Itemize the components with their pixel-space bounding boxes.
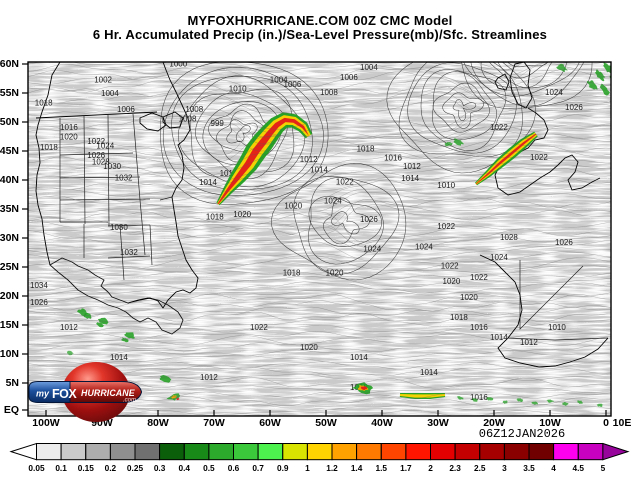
svg-text:EQ: EQ bbox=[4, 404, 19, 416]
svg-text:30W: 30W bbox=[427, 417, 449, 429]
svg-text:0.1: 0.1 bbox=[55, 463, 67, 473]
svg-text:my: my bbox=[36, 389, 50, 399]
svg-text:1018: 1018 bbox=[357, 145, 375, 154]
svg-text:100W: 100W bbox=[32, 417, 60, 429]
svg-text:1024: 1024 bbox=[545, 88, 563, 97]
svg-text:0.15: 0.15 bbox=[78, 463, 95, 473]
svg-text:1034: 1034 bbox=[30, 281, 48, 290]
svg-text:80W: 80W bbox=[147, 417, 169, 429]
svg-text:1018: 1018 bbox=[283, 269, 301, 278]
svg-text:35N: 35N bbox=[0, 203, 19, 215]
svg-text:1.7: 1.7 bbox=[400, 463, 412, 473]
svg-text:1022: 1022 bbox=[336, 177, 354, 186]
svg-text:0.05: 0.05 bbox=[28, 463, 45, 473]
svg-text:30N: 30N bbox=[0, 232, 19, 244]
svg-text:1020: 1020 bbox=[60, 133, 78, 142]
svg-text:1.2: 1.2 bbox=[326, 463, 338, 473]
svg-text:1032: 1032 bbox=[115, 174, 133, 183]
svg-text:1014: 1014 bbox=[110, 353, 128, 362]
svg-text:5N: 5N bbox=[6, 377, 19, 389]
svg-text:0: 0 bbox=[603, 417, 609, 429]
svg-text:1016: 1016 bbox=[470, 323, 488, 332]
svg-text:1018: 1018 bbox=[450, 313, 468, 322]
svg-text:20N: 20N bbox=[0, 290, 19, 302]
svg-text:4: 4 bbox=[551, 463, 556, 473]
svg-text:1016: 1016 bbox=[384, 153, 402, 162]
svg-text:4.5: 4.5 bbox=[573, 463, 585, 473]
svg-text:HURRICANE: HURRICANE bbox=[81, 388, 136, 398]
svg-text:0.25: 0.25 bbox=[127, 463, 144, 473]
svg-text:60N: 60N bbox=[0, 58, 19, 70]
svg-text:1018: 1018 bbox=[206, 212, 224, 221]
svg-text:06Z12JAN2026: 06Z12JAN2026 bbox=[479, 427, 565, 441]
svg-text:50W: 50W bbox=[315, 417, 337, 429]
svg-text:1020: 1020 bbox=[443, 277, 461, 286]
svg-text:55N: 55N bbox=[0, 87, 19, 99]
svg-text:1012: 1012 bbox=[60, 323, 78, 332]
svg-text:40W: 40W bbox=[371, 417, 393, 429]
svg-text:0.6: 0.6 bbox=[228, 463, 240, 473]
svg-text:0.7: 0.7 bbox=[252, 463, 264, 473]
svg-text:.com: .com bbox=[123, 398, 136, 404]
svg-text:1014: 1014 bbox=[310, 165, 328, 174]
svg-text:1022: 1022 bbox=[437, 222, 455, 231]
svg-text:5: 5 bbox=[601, 463, 606, 473]
svg-text:1024: 1024 bbox=[415, 243, 433, 252]
svg-text:1022: 1022 bbox=[441, 262, 459, 271]
svg-text:1002: 1002 bbox=[94, 76, 112, 85]
svg-text:2: 2 bbox=[428, 463, 433, 473]
svg-text:1014: 1014 bbox=[350, 353, 368, 362]
svg-text:10E: 10E bbox=[613, 417, 632, 429]
svg-text:1006: 1006 bbox=[284, 80, 302, 89]
svg-text:70W: 70W bbox=[203, 417, 225, 429]
svg-text:1026: 1026 bbox=[30, 298, 48, 307]
svg-text:1020: 1020 bbox=[284, 201, 302, 210]
svg-text:0.2: 0.2 bbox=[105, 463, 117, 473]
svg-text:1006: 1006 bbox=[117, 105, 135, 114]
svg-text:40N: 40N bbox=[0, 174, 19, 186]
svg-text:1.5: 1.5 bbox=[376, 463, 388, 473]
svg-text:1026: 1026 bbox=[555, 238, 573, 247]
svg-text:1022: 1022 bbox=[530, 153, 548, 162]
svg-text:1006: 1006 bbox=[340, 73, 358, 82]
svg-text:1032: 1032 bbox=[120, 248, 138, 257]
svg-text:1030: 1030 bbox=[103, 162, 121, 171]
svg-text:1030: 1030 bbox=[110, 223, 128, 232]
svg-text:0.4: 0.4 bbox=[179, 463, 191, 473]
svg-text:10N: 10N bbox=[0, 348, 19, 360]
svg-text:2.5: 2.5 bbox=[474, 463, 486, 473]
svg-text:FOX: FOX bbox=[52, 387, 77, 401]
svg-text:2.3: 2.3 bbox=[449, 463, 461, 473]
svg-text:1026: 1026 bbox=[360, 215, 378, 224]
svg-text:45N: 45N bbox=[0, 145, 19, 157]
svg-text:0.5: 0.5 bbox=[203, 463, 215, 473]
svg-text:1014: 1014 bbox=[199, 178, 217, 187]
svg-text:3: 3 bbox=[502, 463, 507, 473]
svg-text:15N: 15N bbox=[0, 319, 19, 331]
svg-text:60W: 60W bbox=[259, 417, 281, 429]
svg-text:3.5: 3.5 bbox=[523, 463, 535, 473]
svg-text:0.3: 0.3 bbox=[154, 463, 166, 473]
svg-text:50N: 50N bbox=[0, 116, 19, 128]
svg-text:0.9: 0.9 bbox=[277, 463, 289, 473]
svg-text:1012: 1012 bbox=[200, 373, 218, 382]
svg-text:1014: 1014 bbox=[490, 333, 508, 342]
svg-text:1016: 1016 bbox=[470, 393, 488, 402]
svg-text:25N: 25N bbox=[0, 261, 19, 273]
svg-text:1012: 1012 bbox=[403, 162, 421, 171]
svg-text:999: 999 bbox=[211, 119, 225, 128]
svg-text:1.4: 1.4 bbox=[351, 463, 363, 473]
svg-text:1: 1 bbox=[305, 463, 310, 473]
svg-text:1010: 1010 bbox=[229, 85, 247, 94]
